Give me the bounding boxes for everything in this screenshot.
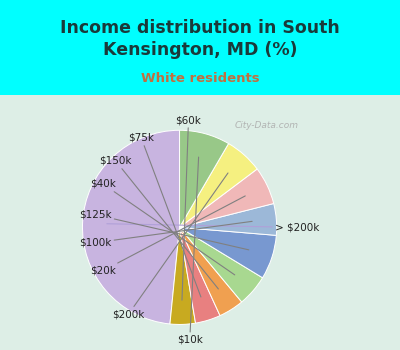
Wedge shape bbox=[180, 228, 220, 323]
Wedge shape bbox=[180, 228, 262, 302]
Text: > $200k: > $200k bbox=[107, 222, 319, 232]
Text: $125k: $125k bbox=[79, 210, 249, 250]
Wedge shape bbox=[180, 130, 228, 228]
Wedge shape bbox=[180, 228, 242, 316]
Text: White residents: White residents bbox=[141, 72, 259, 85]
Wedge shape bbox=[180, 228, 276, 278]
Text: $75k: $75k bbox=[128, 133, 201, 297]
Text: Income distribution in South
Kensington, MD (%): Income distribution in South Kensington,… bbox=[60, 19, 340, 59]
Text: $40k: $40k bbox=[90, 179, 235, 275]
Text: City-Data.com: City-Data.com bbox=[234, 121, 298, 130]
Wedge shape bbox=[82, 130, 180, 324]
Wedge shape bbox=[180, 144, 257, 228]
Text: $150k: $150k bbox=[100, 156, 218, 289]
Wedge shape bbox=[180, 169, 274, 228]
Text: $10k: $10k bbox=[177, 157, 203, 345]
Text: $20k: $20k bbox=[90, 196, 245, 276]
Text: $200k: $200k bbox=[112, 173, 228, 319]
Wedge shape bbox=[180, 204, 277, 236]
Text: $100k: $100k bbox=[79, 221, 252, 248]
Text: $60k: $60k bbox=[176, 115, 202, 300]
Wedge shape bbox=[170, 228, 196, 324]
